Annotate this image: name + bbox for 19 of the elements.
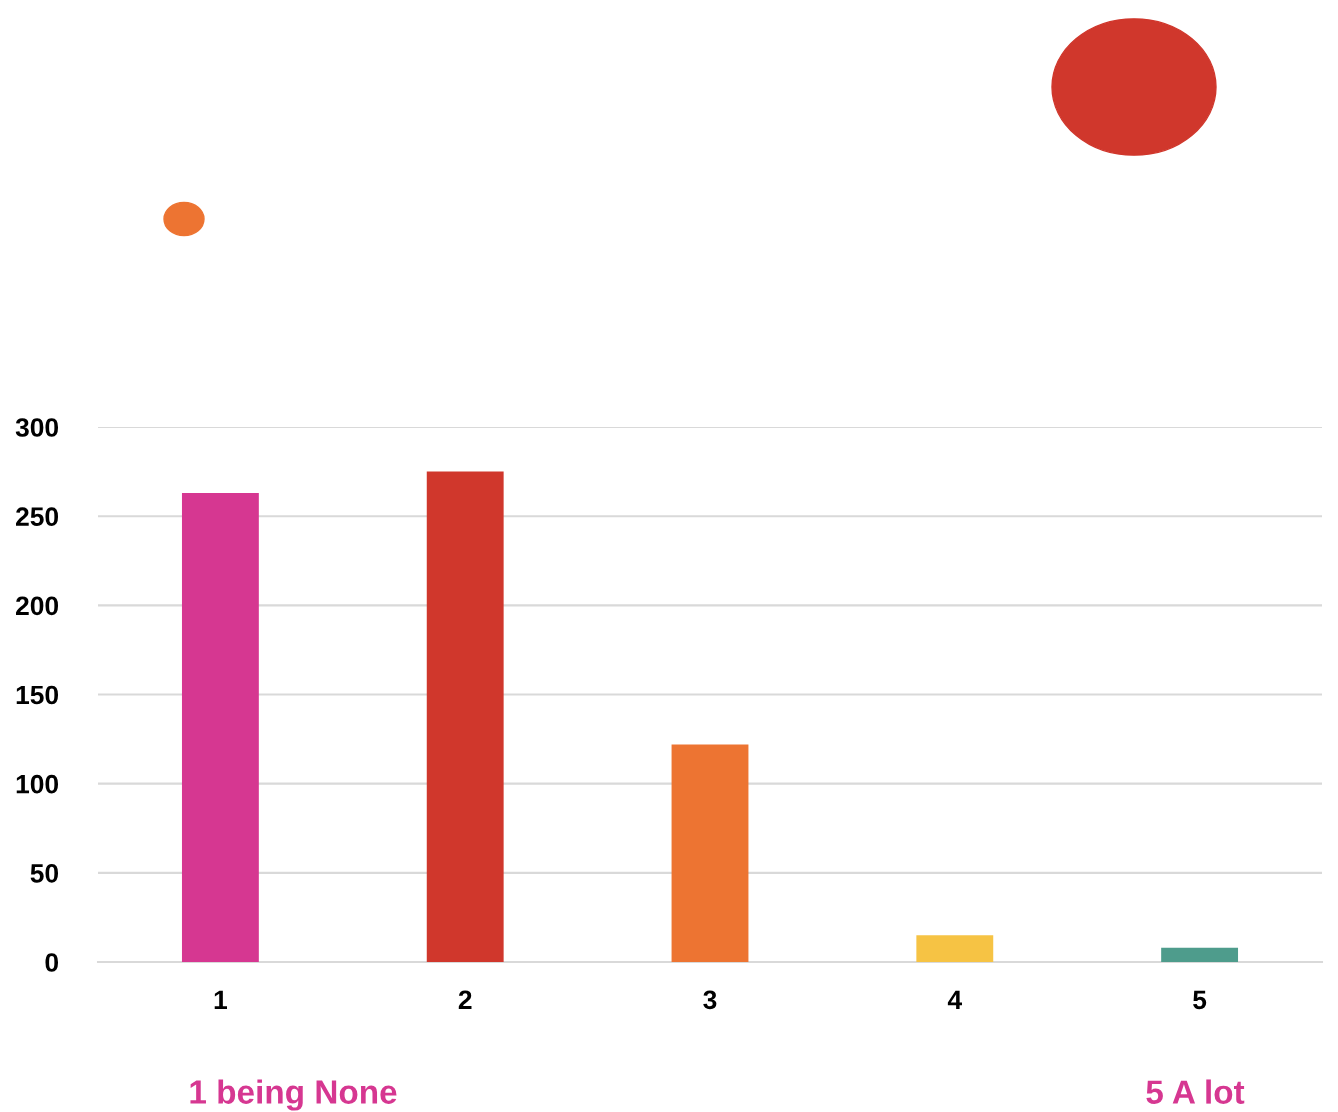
- x-tick-label: 5: [1193, 990, 1207, 1010]
- x-tick-label: 2: [458, 990, 472, 1009]
- bar: [181, 492, 259, 962]
- y-tick-label: 200: [16, 596, 59, 616]
- bar: [916, 935, 994, 962]
- bar: [426, 471, 504, 962]
- bar: [671, 744, 749, 962]
- y-tick-label: 300: [15, 418, 59, 437]
- y-tick-label: 250: [16, 507, 59, 526]
- x-tick-label: 3: [703, 990, 717, 1010]
- y-tick-label: 50: [30, 863, 59, 883]
- text: 1 being None: [190, 1079, 397, 1111]
- x-tick-label: 4: [947, 990, 962, 1009]
- text: 5 A lot: [1146, 1079, 1245, 1104]
- y-tick-label: 150: [16, 685, 59, 705]
- x-tick-label: 1: [214, 990, 227, 1009]
- bar: [1161, 947, 1239, 962]
- y-tick-label: 0: [45, 953, 59, 972]
- y-tick-label: 100: [16, 774, 59, 794]
